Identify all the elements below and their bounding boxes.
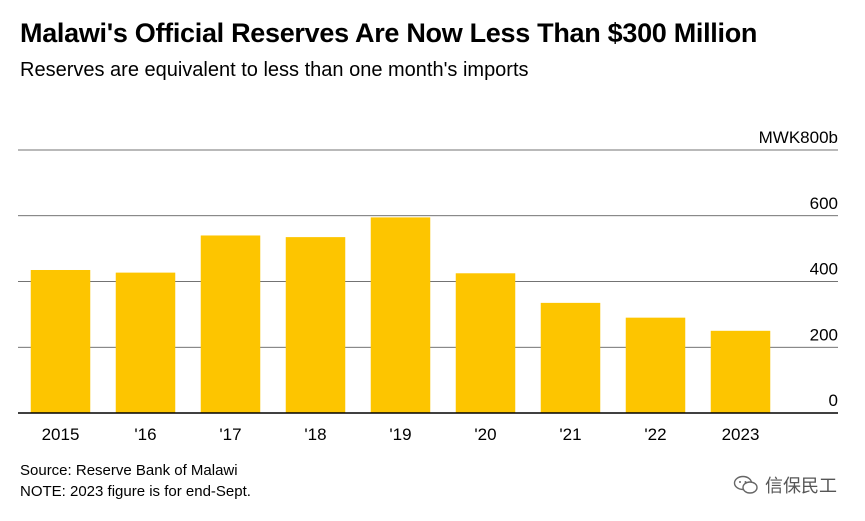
chart-title: Malawi's Official Reserves Are Now Less … <box>20 18 758 48</box>
x-tick-label: '19 <box>389 425 411 444</box>
bar <box>710 330 771 413</box>
x-tick-label: '18 <box>304 425 326 444</box>
x-tick-label: 2015 <box>42 425 80 444</box>
bar <box>285 237 346 413</box>
bar <box>540 302 601 413</box>
footnote: NOTE: 2023 figure is for end-Sept. <box>20 483 251 500</box>
bar <box>370 217 431 413</box>
x-tick-label: '22 <box>644 425 666 444</box>
wechat-icon <box>733 475 758 494</box>
x-tick-label: '16 <box>134 425 156 444</box>
source-note: Source: Reserve Bank of Malawi <box>20 462 238 479</box>
y-axis-unit-label: MWK800b <box>759 128 838 147</box>
y-tick-label: 0 <box>829 391 838 410</box>
watermark: 信保民工 <box>733 472 837 498</box>
x-tick-label: '21 <box>559 425 581 444</box>
chart-subtitle: Reserves are equivalent to less than one… <box>20 59 529 81</box>
x-tick-label: '20 <box>474 425 496 444</box>
y-tick-label: 200 <box>810 325 838 344</box>
x-tick-label: 2023 <box>722 425 760 444</box>
bar <box>455 273 516 413</box>
x-tick-label: '17 <box>219 425 241 444</box>
bar <box>30 269 91 413</box>
y-tick-label: 600 <box>810 194 838 213</box>
bar <box>200 235 261 413</box>
watermark-text: 信保民工 <box>765 476 837 496</box>
bar <box>625 317 686 413</box>
bar-chart: 0 200 400 600 MWK800b 2015 '16 '17 '18 '19 '20 '21 '… <box>18 128 838 444</box>
y-tick-label: 400 <box>810 260 838 279</box>
bar <box>115 272 176 413</box>
